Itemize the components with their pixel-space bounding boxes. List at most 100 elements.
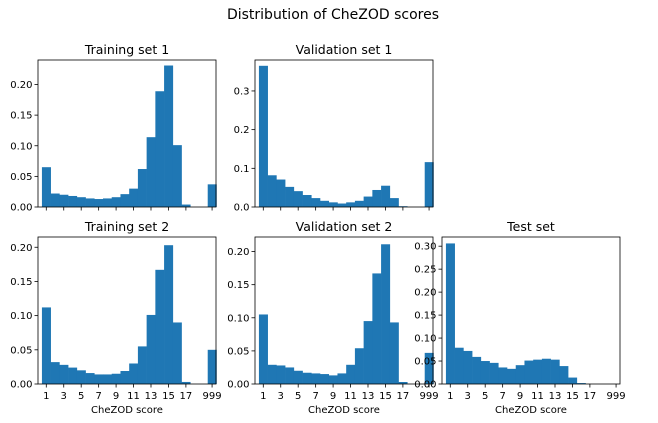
y-tick-label: 0.3 [234, 86, 250, 97]
x-tick-label: 13 [362, 391, 375, 402]
subplot-title: Validation set 2 [296, 219, 393, 234]
bar-12 [541, 358, 551, 384]
y-tick-label: 0.15 [10, 111, 32, 122]
bar-6 [489, 362, 499, 384]
y-tick-label: 0.10 [227, 313, 249, 324]
bar-13 [363, 321, 373, 384]
bar-999 [424, 352, 434, 384]
y-tick-label: 0.05 [10, 172, 32, 183]
bar-3 [276, 365, 286, 384]
x-tick-label: 3 [278, 391, 284, 402]
bar-16 [576, 383, 586, 384]
x-tick-label: 11 [344, 391, 357, 402]
bar-4 [68, 195, 78, 207]
y-tick-label: 0.15 [10, 277, 32, 288]
bar-5 [76, 370, 86, 384]
x-tick-label: 7 [499, 391, 505, 402]
x-tick-label: 15 [162, 391, 175, 402]
bar-1 [41, 167, 51, 207]
bar-2 [267, 364, 277, 384]
bar-15 [381, 244, 391, 384]
bar-1 [41, 307, 51, 384]
bar-1 [445, 243, 455, 384]
bar-4 [285, 367, 295, 384]
y-tick-label: 0.20 [10, 80, 32, 91]
axes-frame [254, 236, 434, 385]
x-tick-label: 7 [95, 391, 101, 402]
subplot-title: Test set [506, 219, 555, 234]
y-tick-label: 0.00 [10, 203, 32, 214]
bar-10 [337, 373, 347, 384]
bar-7 [94, 199, 104, 207]
bar-11 [346, 364, 356, 384]
bar-16 [172, 145, 182, 207]
y-tick-label: 0.0 [234, 203, 250, 214]
bar-8 [103, 198, 113, 207]
bar-10 [524, 360, 534, 384]
bar-2 [267, 175, 277, 207]
y-tick-label: 0.1 [234, 164, 250, 175]
x-tick-label: 1 [447, 391, 453, 402]
y-tick-label: 0.25 [414, 265, 436, 276]
x-axis-label: CheZOD score [91, 405, 163, 416]
y-tick-label: 0.20 [227, 247, 249, 258]
bar-15 [568, 377, 578, 384]
bar-11 [129, 363, 139, 384]
x-tick-label: 999 [420, 391, 439, 402]
bar-10 [120, 194, 130, 207]
bar-1 [258, 314, 268, 384]
bar-11 [346, 202, 356, 207]
bar-13 [146, 314, 156, 384]
y-tick-label: 0.20 [414, 288, 436, 299]
y-tick-label: 0.00 [227, 380, 249, 391]
bar-4 [68, 367, 78, 384]
y-tick-label: 0.30 [414, 242, 436, 253]
bar-999 [207, 349, 217, 384]
bar-8 [320, 200, 330, 207]
x-tick-label: 9 [517, 391, 523, 402]
axes-frame [37, 59, 217, 208]
bar-999 [207, 184, 217, 207]
y-tick-label: 0.20 [10, 243, 32, 254]
bar-14 [155, 269, 165, 384]
y-tick-label: 0.15 [227, 280, 249, 291]
x-tick-label: 17 [180, 391, 193, 402]
bar-7 [94, 374, 104, 384]
bar-9 [111, 197, 121, 207]
bar-4 [472, 356, 482, 384]
subplot-3: 0.000.050.100.150.201 3 5 7 9 11 13 15 17 999Trai… [10, 219, 221, 416]
y-tick-label: 0.2 [234, 125, 250, 136]
bar-13 [550, 359, 560, 384]
bar-16 [389, 198, 399, 207]
x-axis-label: CheZOD score [495, 405, 567, 416]
x-tick-label: 17 [397, 391, 410, 402]
bar-8 [320, 374, 330, 384]
subplot-title: Training set 2 [84, 219, 169, 234]
figure-title: Distribution of CheZOD scores [227, 7, 439, 23]
x-tick-label: 13 [549, 391, 562, 402]
bar-17 [181, 204, 191, 207]
y-tick-label: 0.05 [414, 357, 436, 368]
bar-16 [389, 322, 399, 384]
bar-3 [59, 364, 69, 384]
bar-15 [381, 185, 391, 207]
bar-6 [85, 373, 95, 384]
bar-2 [454, 347, 464, 384]
x-tick-label: 3 [61, 391, 67, 402]
bar-12 [354, 200, 364, 207]
x-tick-label: 3 [465, 391, 471, 402]
x-axis-label: CheZOD score [308, 405, 380, 416]
bar-15 [164, 245, 174, 384]
bar-9 [328, 202, 338, 207]
subplot-title: Training set 1 [84, 42, 169, 57]
y-tick-label: 0.10 [10, 141, 32, 152]
bar-999 [424, 162, 434, 207]
bar-11 [129, 188, 139, 208]
subplot-2: 0.0 0.1 0.2 0.3 Validation set 1 [234, 42, 434, 214]
bar-8 [507, 368, 517, 384]
bar-6 [85, 198, 95, 207]
axes-frame [254, 59, 434, 208]
y-tick-label: 0.05 [10, 345, 32, 356]
axes-frame [37, 236, 217, 385]
